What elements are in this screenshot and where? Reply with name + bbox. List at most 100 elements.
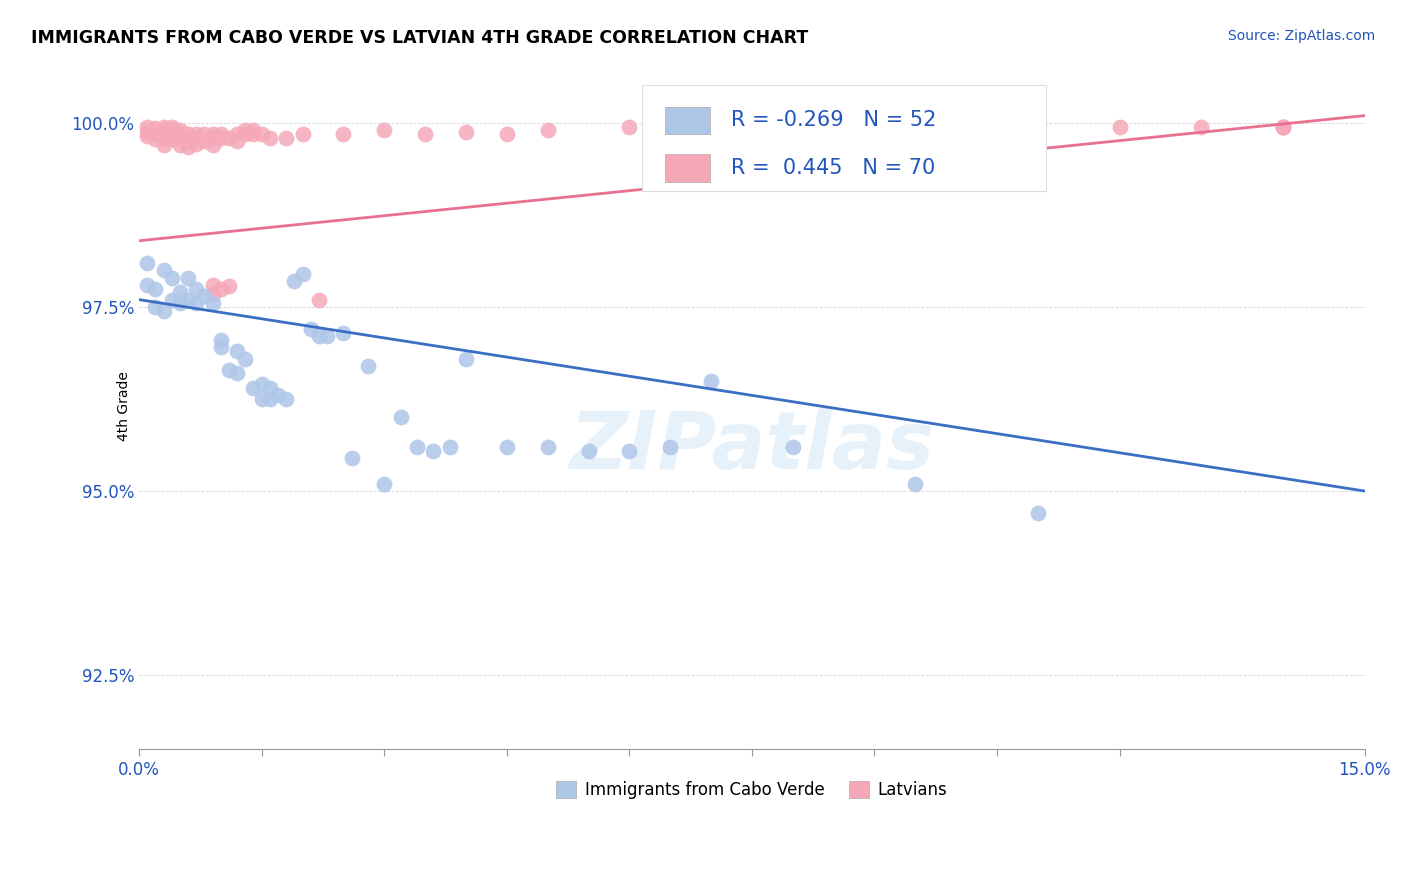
Point xyxy=(308,293,330,307)
Point xyxy=(250,377,273,392)
Point xyxy=(152,125,174,139)
Point xyxy=(160,125,183,139)
Text: R =  0.445   N = 70: R = 0.445 N = 70 xyxy=(731,158,935,178)
Point xyxy=(201,277,224,292)
Point xyxy=(186,296,208,310)
Point xyxy=(267,388,290,402)
Point xyxy=(136,125,159,139)
Point xyxy=(233,351,256,366)
Point xyxy=(782,120,804,135)
Point xyxy=(332,326,354,340)
Point xyxy=(209,333,232,347)
Point xyxy=(136,277,159,292)
Point xyxy=(218,279,240,293)
Point xyxy=(259,381,281,395)
Point xyxy=(152,303,174,318)
Point xyxy=(250,392,273,406)
Point xyxy=(1272,120,1295,135)
Point xyxy=(193,127,215,141)
Point xyxy=(160,123,183,137)
Point xyxy=(186,136,208,151)
Point xyxy=(242,381,264,395)
Point xyxy=(454,351,477,366)
Point xyxy=(259,392,281,406)
Point xyxy=(316,329,339,343)
Y-axis label: 4th Grade: 4th Grade xyxy=(117,371,131,442)
Point xyxy=(406,440,429,454)
Point xyxy=(495,440,517,454)
Point xyxy=(700,123,723,137)
Point xyxy=(193,289,215,303)
Point xyxy=(226,366,249,380)
Point xyxy=(259,130,281,145)
Point xyxy=(454,125,477,139)
Point xyxy=(177,270,200,285)
Point xyxy=(242,127,264,141)
Point xyxy=(1026,506,1049,520)
Point xyxy=(340,450,363,465)
Point xyxy=(193,134,215,148)
Point xyxy=(209,282,232,296)
Point xyxy=(413,127,436,141)
Point xyxy=(160,126,183,140)
Point xyxy=(201,296,224,310)
Point xyxy=(1108,120,1130,135)
Point xyxy=(373,123,395,137)
Point xyxy=(226,127,249,141)
Point xyxy=(201,130,224,145)
Point xyxy=(201,127,224,141)
Point xyxy=(152,123,174,137)
Point xyxy=(160,132,183,146)
Point xyxy=(537,123,560,137)
Point xyxy=(276,392,298,406)
Point xyxy=(152,132,174,146)
Point xyxy=(299,322,322,336)
Text: IMMIGRANTS FROM CABO VERDE VS LATVIAN 4TH GRADE CORRELATION CHART: IMMIGRANTS FROM CABO VERDE VS LATVIAN 4T… xyxy=(31,29,808,46)
Point xyxy=(186,282,208,296)
Point xyxy=(160,129,183,144)
Point xyxy=(169,296,191,310)
Point xyxy=(226,344,249,359)
Point xyxy=(439,440,461,454)
Point xyxy=(782,440,804,454)
Point xyxy=(177,127,200,141)
Point xyxy=(169,130,191,145)
Point xyxy=(145,127,167,141)
Point xyxy=(209,341,232,355)
Point xyxy=(242,123,264,137)
Point xyxy=(904,120,927,135)
Point xyxy=(700,374,723,388)
Text: Source: ZipAtlas.com: Source: ZipAtlas.com xyxy=(1227,29,1375,43)
Point xyxy=(291,127,314,141)
Point xyxy=(422,443,444,458)
Point xyxy=(209,127,232,141)
Point xyxy=(904,476,927,491)
Point xyxy=(201,138,224,153)
Point xyxy=(373,476,395,491)
Point xyxy=(152,263,174,277)
Point xyxy=(136,256,159,270)
Point xyxy=(186,127,208,141)
Point xyxy=(177,293,200,307)
Point xyxy=(169,138,191,153)
Point xyxy=(863,123,886,137)
Point xyxy=(619,120,641,135)
Point xyxy=(160,293,183,307)
Point xyxy=(1189,120,1212,135)
Point xyxy=(160,120,183,135)
Point xyxy=(276,130,298,145)
FancyBboxPatch shape xyxy=(665,154,710,182)
Point xyxy=(578,443,600,458)
Point xyxy=(177,134,200,148)
Point xyxy=(226,134,249,148)
Point xyxy=(169,127,191,141)
Point xyxy=(145,300,167,314)
Point xyxy=(169,285,191,300)
Point xyxy=(389,410,412,425)
Point xyxy=(186,130,208,145)
Point xyxy=(1272,120,1295,135)
Point xyxy=(152,138,174,153)
Point xyxy=(218,130,240,145)
Point xyxy=(136,129,159,144)
Point xyxy=(250,127,273,141)
